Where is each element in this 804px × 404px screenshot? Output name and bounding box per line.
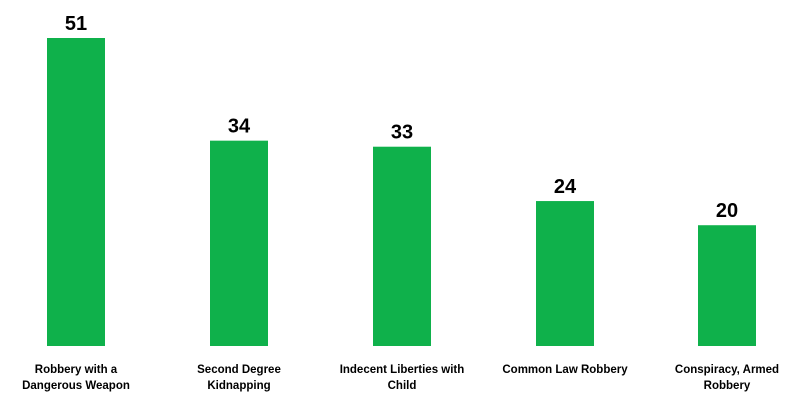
data-label-second-degree-kidnapping: 34: [228, 116, 251, 138]
bar-robbery-with-a-dangerous-weapon: [47, 38, 105, 346]
category-label-common-law-robbery: Common Law Robbery: [502, 364, 628, 376]
data-label-conspiracy-armed-robbery: 20: [716, 200, 738, 222]
data-label-indecent-liberties-with-child: 33: [391, 122, 413, 144]
bar-second-degree-kidnapping: [210, 140, 268, 346]
category-label-second-degree-kidnapping: Second Degree Kidnapping: [197, 364, 281, 392]
category-label-robbery-dangerous-weapon: Robbery with a Dangerous Weapon: [22, 364, 130, 392]
bar-conspiracy-armed-robbery: [698, 225, 756, 346]
category-label-indecent-liberties: Indecent Liberties with Child: [339, 364, 465, 392]
bar-common-law-robbery: [536, 201, 594, 346]
bar-indecent-liberties-with-child: [373, 146, 431, 346]
data-label-common-law-robbery: 24: [554, 176, 577, 198]
data-label-robbery-with-a-dangerous-weapon: 51: [65, 13, 87, 35]
category-label-conspiracy-armed-robbery: Conspiracy, Armed Robbery: [674, 364, 780, 392]
